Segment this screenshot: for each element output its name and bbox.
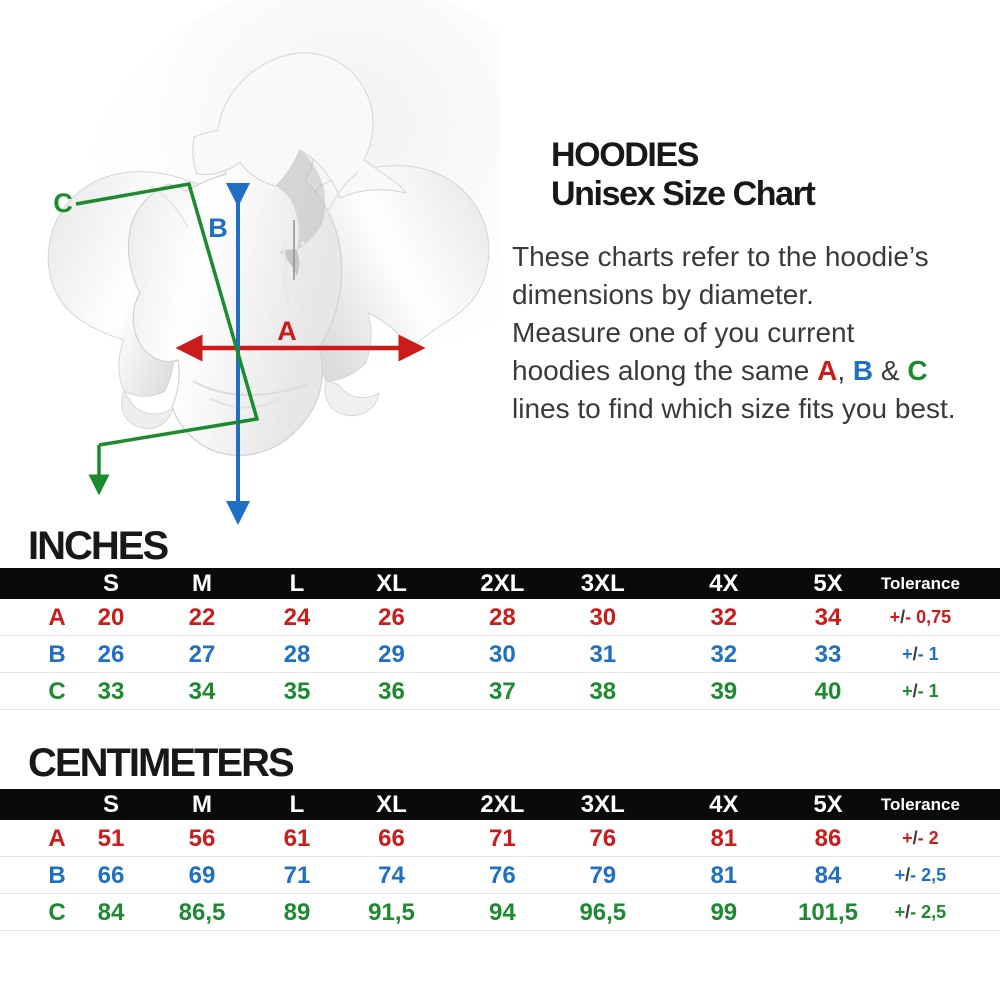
svg-text:C: C [53, 188, 73, 218]
svg-text:A: A [277, 316, 297, 346]
svg-text:B: B [208, 213, 228, 243]
